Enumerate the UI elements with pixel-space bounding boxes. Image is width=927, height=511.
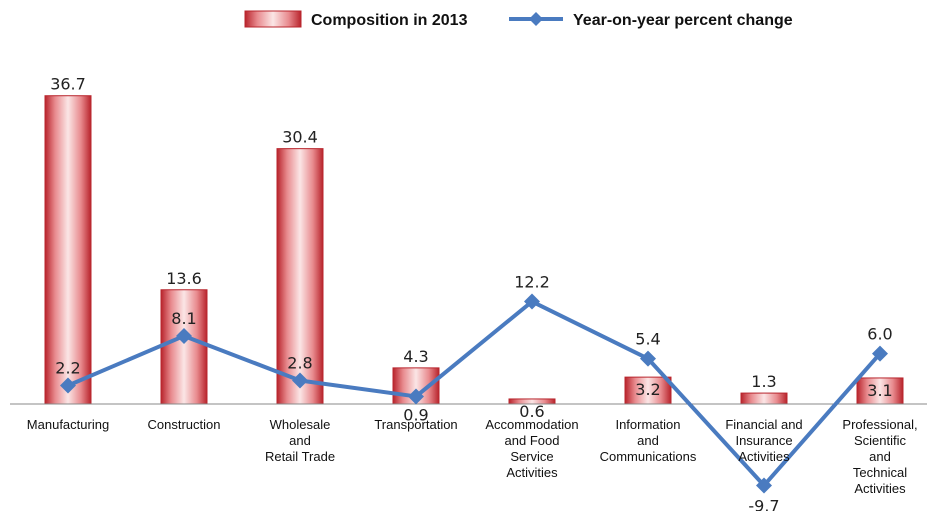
category-label: Wholesale and Retail Trade: [265, 417, 335, 464]
bar-value-label: 36.7: [50, 75, 86, 94]
category-labels: Manufacturing Construction Wholesale and Ret…: [27, 417, 918, 496]
bar-series: [44, 95, 904, 405]
line-value-label: 12.2: [514, 273, 550, 292]
bar: [160, 289, 208, 405]
category-label: Information and Communications: [600, 417, 697, 464]
line-value-label: 2.2: [55, 359, 80, 378]
line-value-label: 2.8: [287, 353, 312, 372]
category-label: Construction: [148, 417, 221, 432]
line-point: [640, 350, 656, 367]
line-value-label: 6.0: [867, 325, 892, 344]
category-label: Manufacturing: [27, 417, 109, 432]
line-point: [756, 477, 772, 494]
data-labels: 36.7 13.6 30.4 4.3 0.6 3.2 1.3 3.1 2.2 8.1 2.8 0.9 1…: [50, 75, 893, 511]
line-point: [872, 345, 888, 362]
bar-value-label: 1.3: [751, 372, 776, 391]
category-label: Accommodation and Food Service Activities: [485, 417, 578, 480]
bar: [740, 392, 788, 405]
legend-bar-swatch: [244, 10, 302, 28]
line-series: [60, 293, 888, 494]
legend-bar-label: Composition in 2013: [311, 12, 468, 29]
bar-value-label: 30.4: [282, 128, 318, 147]
bar-value-label: 3.2: [635, 380, 660, 399]
bar-value-label: 0.6: [519, 402, 544, 421]
line-point: [60, 377, 76, 394]
bar: [624, 376, 672, 405]
bar-value-label: 13.6: [166, 269, 202, 288]
legend-line-label: Year-on-year percent change: [573, 12, 793, 29]
line-point: [524, 293, 540, 310]
line-value-label: -9.7: [748, 496, 779, 511]
line-value-label: 5.4: [635, 330, 660, 349]
line-value-label: 8.1: [171, 309, 196, 328]
line-value-label: 0.9: [403, 405, 428, 424]
legend: Composition in 2013 Year-on-year percent…: [244, 10, 793, 29]
bar-value-label: 4.3: [403, 347, 428, 366]
bar: [276, 148, 324, 405]
legend-line-marker: [529, 12, 543, 26]
category-label: Transportation: [374, 417, 457, 432]
category-label: Professional, Scientific and Technical Activ…: [842, 417, 917, 496]
line-path: [67, 299, 882, 488]
line-point: [176, 327, 192, 344]
category-label: Financial and Insurance Activities: [725, 417, 802, 464]
bar-value-label: 3.1: [867, 381, 892, 400]
line-point: [292, 372, 308, 389]
line-point: [408, 388, 424, 405]
